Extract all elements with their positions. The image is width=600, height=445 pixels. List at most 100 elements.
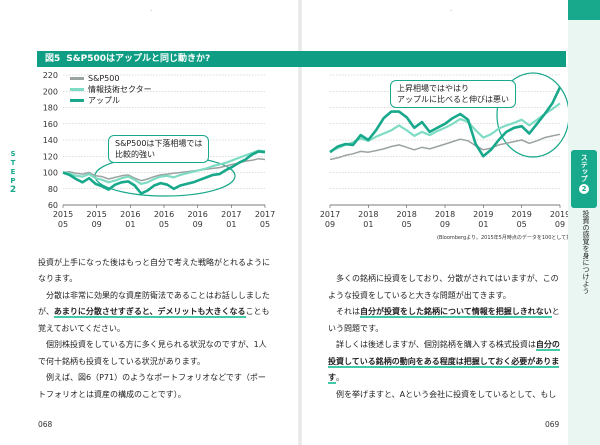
- header-mark: ·: [450, 7, 453, 15]
- x-tick-label: 2016: [187, 210, 207, 219]
- page-number-left: 068: [38, 420, 53, 429]
- x-tick-label: 2019: [473, 210, 493, 219]
- body-line: 例を挙げますと、Aという会社に投資をしているとして、もし: [328, 390, 557, 399]
- body-line: 覚えておいてください。: [38, 324, 125, 333]
- x-tick-label: 09: [92, 220, 102, 229]
- x-tick-label: 05: [402, 220, 412, 229]
- x-tick-label: 09: [440, 220, 450, 229]
- x-tick-label: 09: [325, 220, 335, 229]
- series-sp500-right: [329, 133, 561, 161]
- series-tech-left: [62, 149, 266, 185]
- header-mark: ·: [150, 7, 153, 15]
- y-tick-label: 220: [43, 71, 58, 80]
- callout-line: S&P500は下落相場では: [115, 139, 203, 148]
- page-gutter: [298, 0, 302, 445]
- x-tick-label: 2017: [255, 210, 275, 219]
- x-tick-label: 2018: [396, 210, 416, 219]
- x-tick-label: 2019: [511, 210, 531, 219]
- figure-number: 図5: [45, 54, 61, 64]
- legend-label: 情報技術セクター: [88, 85, 152, 94]
- y-tick-label: 160: [43, 120, 58, 129]
- series-sp500-left: [62, 157, 266, 182]
- legend-item-tech: 情報技術セクター: [70, 84, 152, 95]
- chapter-tab-text: 投資の感覚を身につけよう: [582, 210, 590, 294]
- highlight-text: す: [328, 373, 336, 384]
- callout-line: 上昇相場ではやはり: [397, 84, 469, 93]
- legend-label: アップル: [88, 96, 120, 105]
- x-tick-label: 01: [478, 220, 488, 229]
- step-tab: ステップ 2: [571, 150, 597, 208]
- callout-line: アップルに比べると伸びは悪い: [397, 95, 509, 104]
- figure-header: 図5 S&P500はアップルと同じ動きか?: [37, 51, 566, 67]
- right-series: [329, 86, 562, 161]
- x-tick-label: 2017: [320, 210, 340, 219]
- body-line: 個別株投資をしている方に多く見られる状況なのですが、1人: [38, 340, 267, 349]
- body-line: それは自分が投資をした銘柄について情報を把握しきれないと: [328, 307, 560, 318]
- x-tick-label: 2016: [120, 210, 140, 219]
- x-tick-label: 2015: [86, 210, 106, 219]
- x-tick-label: 05: [58, 220, 68, 229]
- y-tick-label: 140: [43, 136, 58, 145]
- highlight-text: 投資している銘柄の動向をある程度は把握しておく必要がありま: [328, 357, 560, 368]
- callout-line: 比較的強い: [115, 150, 155, 159]
- x-tick-label: 2017: [221, 210, 241, 219]
- callout-left: S&P500は下落相場では 比較的強い: [108, 135, 210, 163]
- highlight-text: 自分が投資をした銘柄について情報を把握しきれない: [360, 307, 552, 318]
- figure-title: S&P500はアップルと同じ動きか?: [66, 54, 211, 64]
- x-tick-label: 2016: [154, 210, 174, 219]
- series-apple-right: [329, 86, 562, 158]
- body-line: ような投資をしていると大きな問題が出てきます。: [328, 291, 511, 300]
- body-line: 多くの銘柄に投資をしており、分散がされてはいますが、この: [328, 274, 559, 283]
- body-line: が、あまりに分散させすぎると、デメリットも大きくなることも: [38, 307, 270, 318]
- y-tick-label: 60: [48, 201, 58, 210]
- x-tick-label: 2018: [435, 210, 455, 219]
- series-apple-left: [62, 150, 266, 195]
- legend-item-apple: アップル: [70, 95, 152, 106]
- x-tick-label: 01: [125, 220, 135, 229]
- x-tick-label: 2018: [358, 210, 378, 219]
- body-line: す。: [328, 373, 344, 384]
- chart-legend: S&P500 情報技術セクター アップル: [70, 73, 152, 106]
- y-tick-label: 120: [43, 152, 58, 161]
- x-tick-label: 2015: [53, 210, 73, 219]
- legend-item-sp500: S&P500: [70, 73, 152, 84]
- y-tick-label: 180: [43, 104, 58, 113]
- body-line: 投資している銘柄の動向をある程度は把握しておく必要がありま: [328, 354, 560, 371]
- step-tab-number: 2: [579, 184, 589, 194]
- x-tick-label: 01: [363, 220, 373, 229]
- right-x-ticks: 2017092018012018052018092019012019052019…: [320, 205, 570, 229]
- x-tick-label: 05: [260, 220, 270, 229]
- body-line: 詳しくは後述しますが、個別銘柄を購入する株式投資は自分の: [328, 340, 560, 351]
- body-line: なります。: [38, 274, 78, 283]
- left-series: [62, 149, 266, 195]
- callout-right: 上昇相場ではやはり アップルに比べると伸びは悪い: [390, 80, 516, 108]
- x-tick-label: 09: [193, 220, 203, 229]
- body-line: 投資が上手になった後はもっと自分で考えた戦略がとれるように: [38, 258, 270, 267]
- step-tab-label: ステップ: [580, 154, 589, 182]
- y-tick-label: 100: [43, 169, 58, 178]
- chapter-tab: [568, 0, 600, 445]
- chart-source-note: (Bloombergより。2015年5月時点のデータを100として指数化): [437, 235, 584, 241]
- body-line: 例えば、図6（P71）のようなポートフォリオなどです（ポー: [38, 373, 266, 382]
- y-tick-label: 80: [48, 185, 58, 194]
- page-number-right: 069: [545, 420, 560, 429]
- body-line: いう問題です。: [328, 324, 384, 333]
- highlight-text: 自分の: [535, 340, 560, 351]
- y-tick-label: 200: [43, 87, 58, 96]
- y-ticks: 60 80 100 120 140 160 180 200 220: [43, 71, 58, 210]
- legend-label: S&P500: [88, 74, 120, 83]
- x-tick-label: 05: [159, 220, 169, 229]
- x-tick-label: 09: [555, 220, 565, 229]
- body-line: で何十銘柄も投資をしている状況があります。: [38, 357, 205, 366]
- x-tick-label: 05: [517, 220, 527, 229]
- body-line: トフォリオとは資産の構成のことです）。: [38, 390, 186, 399]
- x-tick-label: 2019: [550, 210, 570, 219]
- highlight-text: あまりに分散させすぎると、デメリットも大きくなる: [53, 307, 246, 318]
- x-tick-label: 01: [226, 220, 236, 229]
- chapter-tab-top: [568, 0, 600, 20]
- left-x-ticks: 2015052015092016012016052016092017012017…: [53, 205, 275, 229]
- body-line: 分散は非常に効果的な資産防衛法であることはお話ししました: [38, 291, 270, 300]
